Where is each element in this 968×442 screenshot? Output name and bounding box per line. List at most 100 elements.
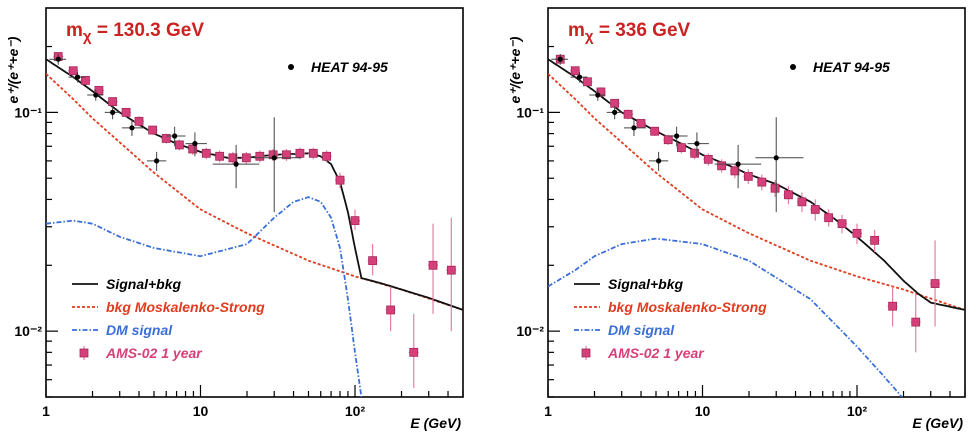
heat-legend-marker xyxy=(790,64,796,70)
ams-point xyxy=(730,166,740,176)
y-tick-label: 10⁻² xyxy=(516,323,544,339)
y-axis-title: e⁺/(e⁺+e⁻) xyxy=(5,36,21,103)
y-axis-title: e⁺/(e⁺+e⁻) xyxy=(507,36,523,103)
ams-point xyxy=(911,317,921,327)
ams-point xyxy=(757,177,767,187)
ams-point xyxy=(322,151,332,161)
plot-frame xyxy=(45,7,464,398)
heat-point xyxy=(595,92,601,98)
plot-area xyxy=(548,53,965,397)
plot-frame xyxy=(547,7,966,398)
legend-dm-label: DM signal xyxy=(106,322,173,338)
ams-point xyxy=(386,305,396,315)
signal-bkg-curve xyxy=(548,58,965,311)
heat-point xyxy=(192,140,198,147)
heat-point xyxy=(773,155,779,161)
heat-point xyxy=(735,161,741,167)
heat-point xyxy=(557,56,563,62)
ams-point xyxy=(770,183,780,193)
ams-point xyxy=(824,213,834,223)
ams-point xyxy=(837,219,847,229)
y-tick-label: 10⁻¹ xyxy=(14,104,42,120)
bkg-curve xyxy=(548,73,965,311)
y-tick-label: 10⁻² xyxy=(14,323,42,339)
ams-point xyxy=(188,144,198,154)
legend-dm-label: DM signal xyxy=(608,322,675,338)
ams-point xyxy=(663,135,673,145)
ams-point xyxy=(108,97,118,107)
ams-point xyxy=(68,66,78,76)
ams-point xyxy=(596,87,606,97)
ams-point xyxy=(335,175,345,185)
ams-point xyxy=(148,125,158,135)
heat-point xyxy=(694,140,700,147)
x-tick-label: 1 xyxy=(42,403,50,419)
heat-point xyxy=(612,109,618,115)
signal-bkg-curve xyxy=(46,58,463,311)
ams-point xyxy=(241,153,251,163)
legend-ams-label: AMS-02 1 year xyxy=(105,345,203,361)
heat-point xyxy=(110,109,116,115)
ams-point xyxy=(428,260,438,270)
ams-point xyxy=(583,77,592,87)
heat-point xyxy=(154,158,160,164)
legend-bkg-label: bkg Moskalenko-Strong xyxy=(106,299,265,315)
heat-point xyxy=(172,133,178,139)
x-tick-label: 10 xyxy=(193,403,209,419)
ams-point xyxy=(94,86,104,95)
heat-point xyxy=(674,133,680,139)
mass-annotation: mχ = 130.3 GeV xyxy=(66,20,204,45)
mass-annotation: mχ = 336 GeV xyxy=(568,20,691,45)
bkg-curve xyxy=(46,73,463,311)
ams-point xyxy=(870,235,880,245)
y-tick-label: 10⁻¹ xyxy=(516,104,544,120)
legend-ams-label: AMS-02 1 year xyxy=(607,345,705,361)
ams-point xyxy=(215,151,225,161)
plot-area xyxy=(46,52,463,397)
ams-point xyxy=(797,197,807,207)
chart-panel-2: 1 10 10² 10⁻¹ 10⁻² E (GeV) e⁺/(e⁺+e⁻) mχ = 336 … xyxy=(507,7,966,431)
ams-point xyxy=(852,228,862,238)
ams-point xyxy=(650,126,660,136)
ams-point xyxy=(690,148,700,158)
heat-point xyxy=(631,125,637,131)
heat-legend-label: HEAT 94-95 xyxy=(311,59,388,75)
dm-signal-curve xyxy=(46,196,363,397)
x-axis-title: E (GeV) xyxy=(912,415,963,431)
ams-point xyxy=(743,171,753,181)
ams-point xyxy=(570,66,580,76)
legend-ams-marker xyxy=(79,348,89,358)
ams-point xyxy=(295,148,305,158)
heat-legend-label: HEAT 94-95 xyxy=(813,59,890,75)
ams-point xyxy=(134,116,144,126)
ams-point xyxy=(121,107,131,117)
x-tick-label: 10² xyxy=(345,403,366,419)
ams-point xyxy=(623,109,633,119)
heat-point xyxy=(55,56,61,62)
ams-point xyxy=(201,148,211,158)
ams-point xyxy=(717,161,727,171)
heat-point xyxy=(576,74,583,80)
x-tick-label: 10 xyxy=(695,403,711,419)
x-tick-label: 1 xyxy=(544,403,552,419)
ams-point xyxy=(368,256,378,266)
ams-point xyxy=(446,265,456,275)
ams-point xyxy=(81,76,90,85)
x-axis-title: E (GeV) xyxy=(410,415,461,431)
ams-point xyxy=(888,301,898,311)
ams-point xyxy=(676,143,686,153)
chart-panel-1: 1 10 10² 10⁻¹ 10⁻² E (GeV) e⁺/(e⁺+e⁻) mχ = 130.… xyxy=(5,7,464,431)
ams-point xyxy=(174,140,184,150)
x-tick-label: 10² xyxy=(847,403,868,419)
legend-ams-marker xyxy=(581,348,591,358)
legend-bkg-label: bkg Moskalenko-Strong xyxy=(608,299,767,315)
ams-point xyxy=(350,216,360,226)
heat-point xyxy=(93,92,99,98)
heat-point xyxy=(271,155,277,161)
heat-point xyxy=(74,74,81,80)
ams-point xyxy=(255,151,265,161)
heat-point xyxy=(233,161,239,167)
heat-point xyxy=(129,125,135,131)
legend-signal-bkg-label: Signal+bkg xyxy=(106,276,182,292)
